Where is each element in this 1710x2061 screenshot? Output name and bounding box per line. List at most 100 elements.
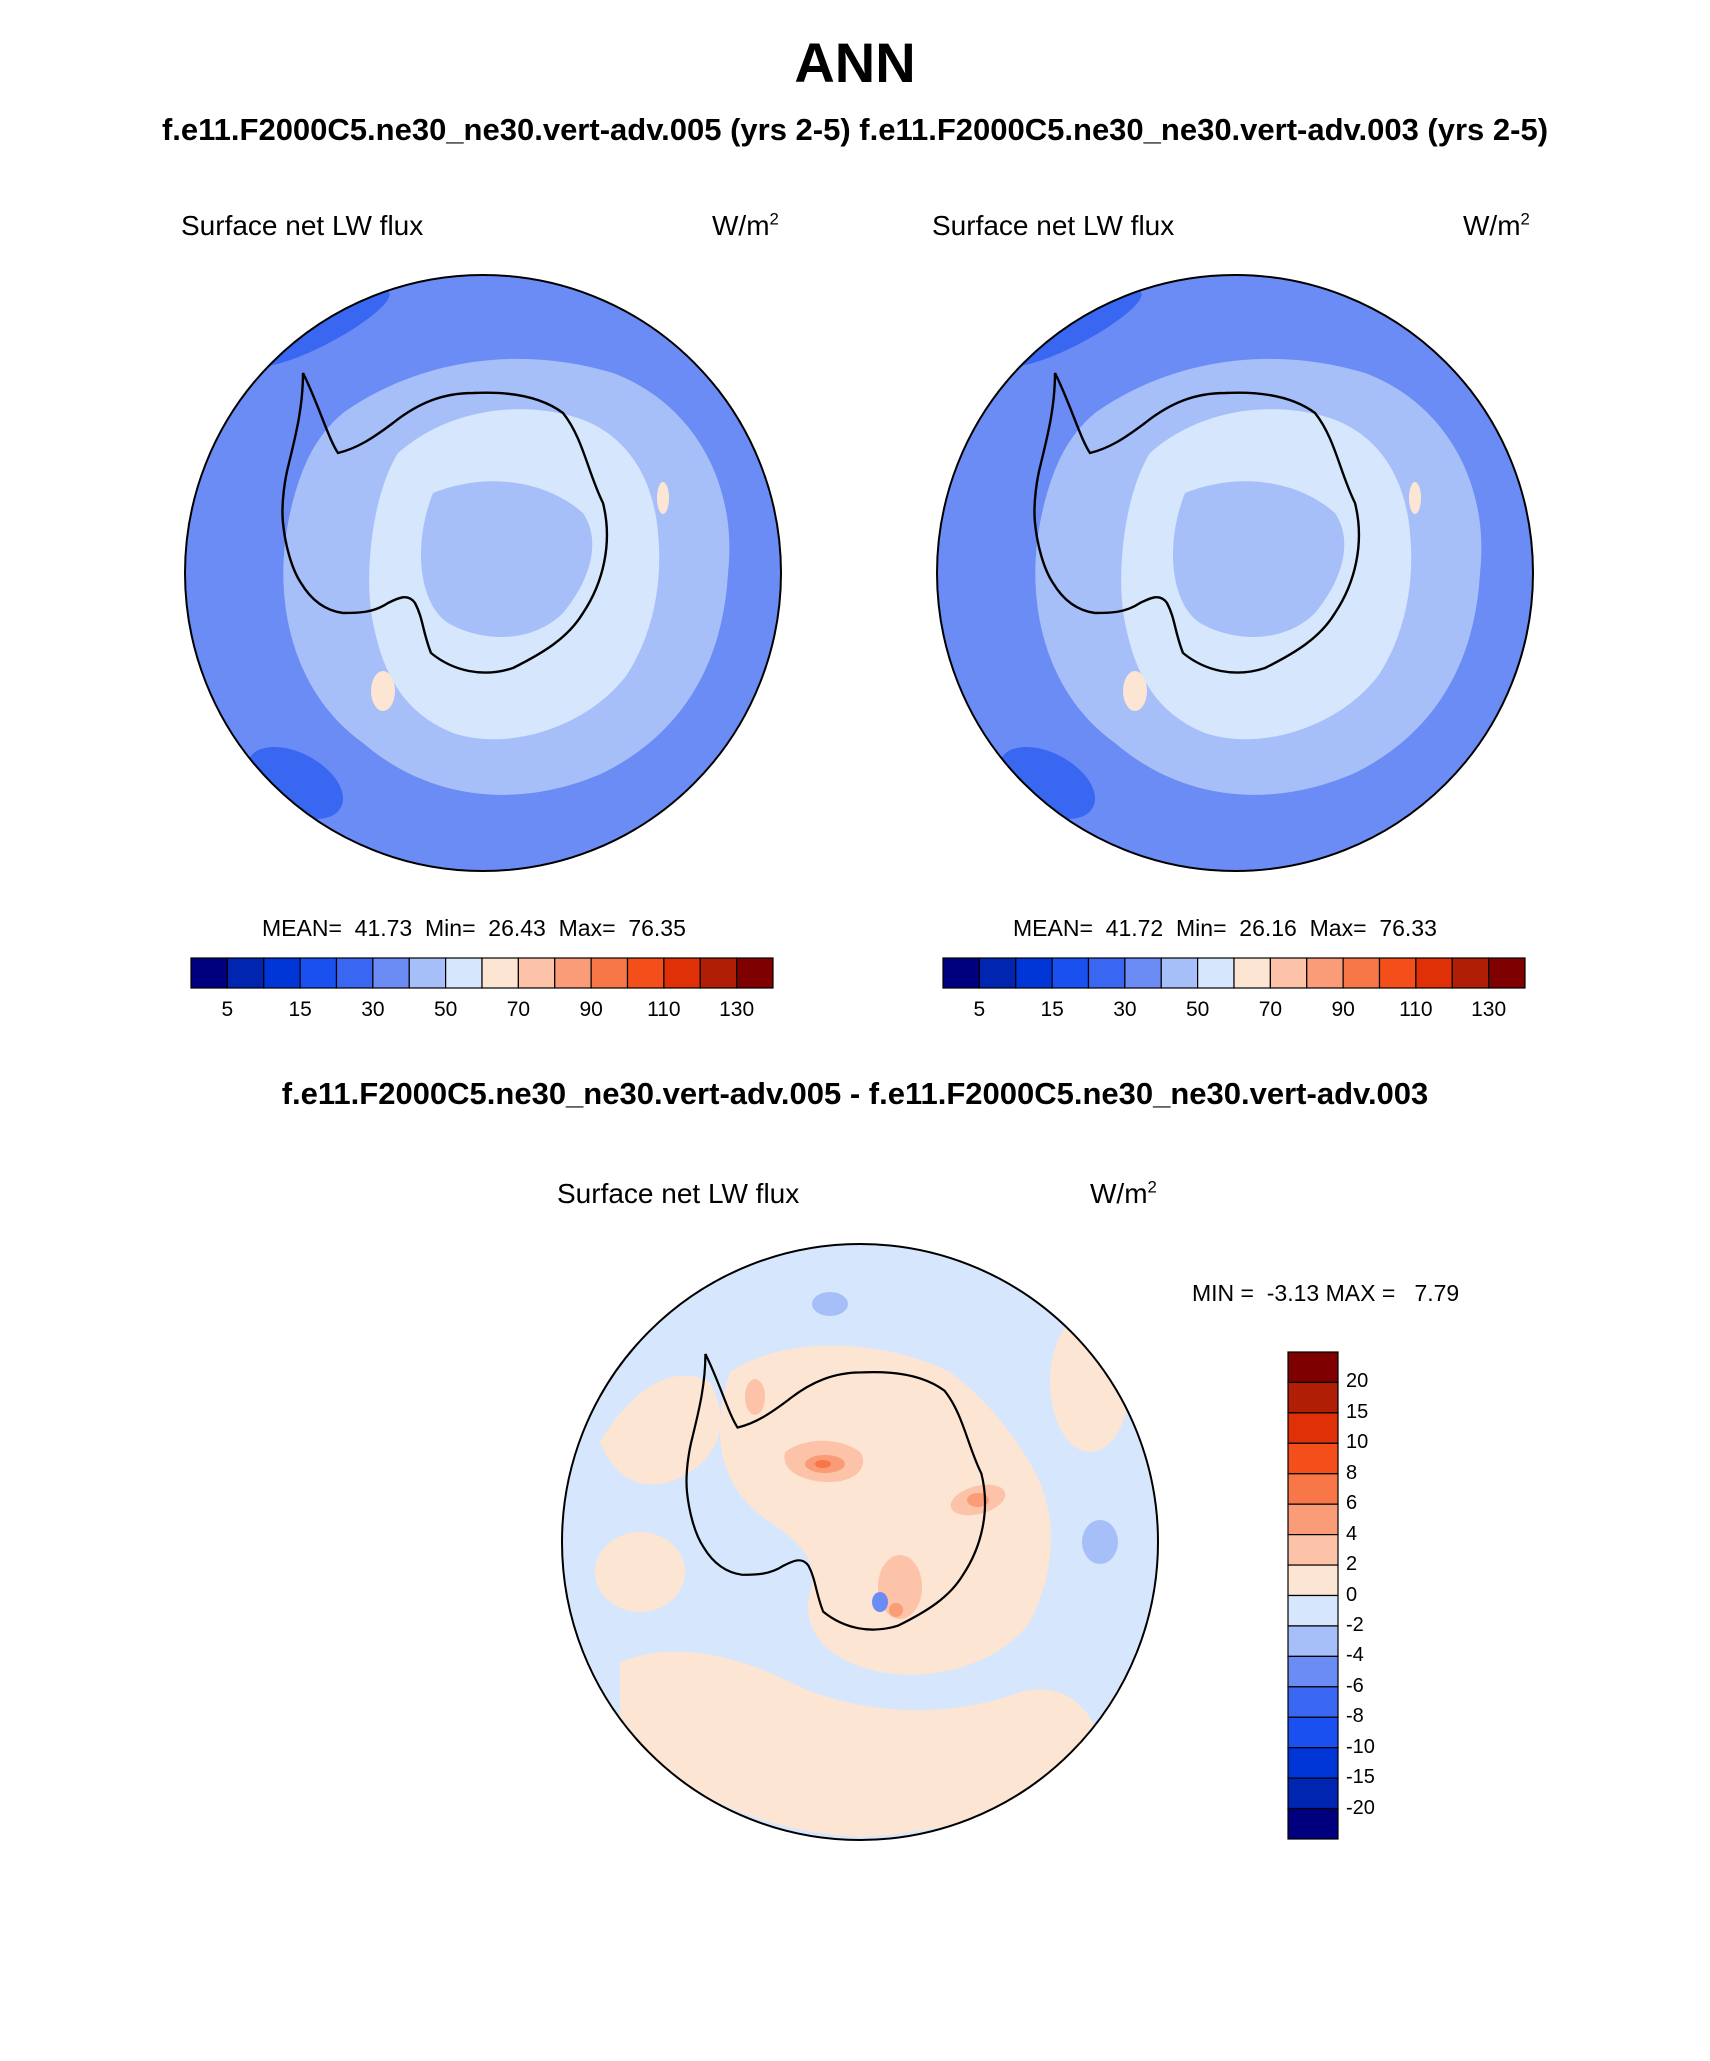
colorbar-swatch: [663, 957, 701, 989]
coastline: [1033, 372, 1361, 674]
colorbar-tick-label: 5: [221, 998, 234, 1021]
colorbar-tick-label: 90: [1331, 998, 1355, 1021]
colorbar-tick-label: 15: [1040, 998, 1064, 1021]
warm-patch: [657, 482, 669, 514]
colorbar-swatch: [1287, 1473, 1339, 1505]
panel1-variable-label: Surface net LW flux: [181, 210, 424, 241]
warm-strong-patch: [967, 1493, 989, 1507]
colorbar-swatch: [1451, 957, 1490, 989]
colorbar-panel1-labels: 5 15 30 50 70 90 110 130: [191, 998, 773, 1024]
colorbar-swatch: [1051, 957, 1090, 989]
colorbar-swatch: [590, 957, 629, 989]
warm-mid-patch: [745, 1379, 765, 1415]
cool-patch: [1082, 1520, 1118, 1564]
colorbar-swatch: [372, 957, 410, 989]
colorbar-swatch: [699, 957, 738, 989]
colorbar-swatch: [445, 957, 483, 989]
colorbar-tick-label: 0: [1346, 1583, 1358, 1606]
cool-patch: [812, 1292, 848, 1316]
colorbar-swatch: [1287, 1412, 1339, 1444]
diff-variable-label: Surface net LW flux: [557, 1178, 800, 1209]
colorbar-tick-label: 5: [973, 998, 986, 1021]
warm-strong-patch: [889, 1603, 903, 1617]
main-title: ANN: [794, 31, 916, 94]
colorbar-tick-label: 90: [579, 998, 603, 1021]
colorbar-tick-label: -15: [1346, 1766, 1375, 1789]
colorbar-tick-label: 15: [288, 998, 312, 1021]
colorbar-tick-label: 30: [1113, 998, 1137, 1021]
colorbar-swatch: [1287, 1594, 1339, 1627]
colorbar-swatch: [299, 957, 338, 989]
colorbar-tick-label: -4: [1346, 1644, 1364, 1667]
warm-region: [595, 1532, 685, 1612]
colorbar-swatch: [190, 957, 228, 989]
colorbar-tick-label: 70: [1258, 998, 1283, 1021]
colorbar-swatch: [942, 957, 980, 989]
colorbar-swatch: [1306, 957, 1344, 989]
colorbar-swatch: [1378, 957, 1417, 989]
colorbar-swatch: [1287, 1351, 1339, 1384]
cases-subtitle: f.e11.F2000C5.ne30_ne30.vert-adv.005 (yr…: [161, 112, 1549, 147]
colorbar-tick-label: 15: [1346, 1400, 1369, 1423]
warm-region: [720, 1345, 1051, 1675]
warm-region: [1050, 1312, 1130, 1452]
colorbar-swatch: [226, 957, 265, 989]
difference-subtitle: f.e11.F2000C5.ne30_ne30.vert-adv.005 - f…: [281, 1076, 1429, 1111]
warm-mid-patch: [878, 1555, 922, 1619]
colorbar-tick-label: 10: [1346, 1431, 1369, 1454]
colorbar-swatch: [1287, 1777, 1339, 1810]
colorbar-tick-label: 110: [1399, 998, 1433, 1021]
colorbar-tick-label: 8: [1346, 1461, 1358, 1484]
map-panel-1: [184, 274, 782, 872]
colorbar-swatch: [1287, 1564, 1339, 1597]
colorbar-swatch: [1287, 1503, 1339, 1536]
colorbar-tick-label: 50: [433, 998, 458, 1021]
colorbar-swatch: [481, 957, 519, 989]
colorbar-swatch: [736, 957, 774, 989]
coastline: [685, 1353, 987, 1631]
colorbar-swatch: [1287, 1747, 1339, 1779]
colorbar-swatch: [1197, 957, 1235, 989]
colorbar-swatch: [1269, 957, 1308, 989]
warm-region: [620, 1651, 1100, 1837]
colorbar-swatch: [1233, 957, 1271, 989]
colorbar-svg: [942, 957, 1526, 989]
colorbar-swatch: [1015, 957, 1053, 989]
colorbar-tick-label: 130: [1471, 998, 1507, 1021]
colorbar-swatch: [1160, 957, 1199, 989]
warm-patch: [1409, 482, 1421, 514]
panel2-stats: MEAN= 41.72 Min= 26.16 Max= 76.33: [1013, 915, 1437, 941]
colorbar-panel2: [942, 957, 1526, 989]
colorbar-tick-label: -6: [1346, 1674, 1364, 1697]
coastline: [281, 372, 609, 674]
colorbar-panel1: [190, 957, 774, 989]
colorbar-swatch: [517, 957, 556, 989]
colorbar-tick-label: 130: [719, 998, 755, 1021]
continent-interior: [1173, 481, 1345, 637]
panel1-units-label: W/m2: [712, 209, 779, 241]
colorbar-tick-label: 30: [361, 998, 385, 1021]
colorbar-tick-label: 4: [1346, 1522, 1358, 1545]
colorbar-swatch: [1488, 957, 1526, 989]
colorbar-tick-label: 2: [1346, 1553, 1358, 1576]
warm-patch: [371, 671, 395, 711]
colorbar-swatch: [1124, 957, 1162, 989]
colorbar-swatch: [1287, 1686, 1339, 1718]
colorbar-swatch: [1342, 957, 1381, 989]
colorbar-tick-label: -20: [1346, 1796, 1375, 1819]
colorbar-panel2-labels: 5 15 30 50 70 90 110 130: [943, 998, 1525, 1024]
colorbar-swatch: [1287, 1534, 1339, 1566]
cool-patch: [872, 1592, 888, 1612]
colorbar-svg: [190, 957, 774, 989]
warm-peak-patch: [815, 1460, 831, 1468]
colorbar-swatch: [626, 957, 665, 989]
colorbar-tick-label: 6: [1346, 1492, 1358, 1515]
diff-units-label: W/m2: [1090, 1177, 1157, 1209]
colorbar-swatch: [1287, 1442, 1339, 1475]
colorbar-swatch: [1287, 1716, 1339, 1749]
colorbar-tick-label: 50: [1185, 998, 1210, 1021]
colorbar-tick-label: 70: [506, 998, 531, 1021]
colorbar-tick-label: -2: [1346, 1613, 1364, 1636]
map-panel-2: [936, 274, 1534, 872]
colorbar-diff: [1287, 1351, 1339, 1840]
